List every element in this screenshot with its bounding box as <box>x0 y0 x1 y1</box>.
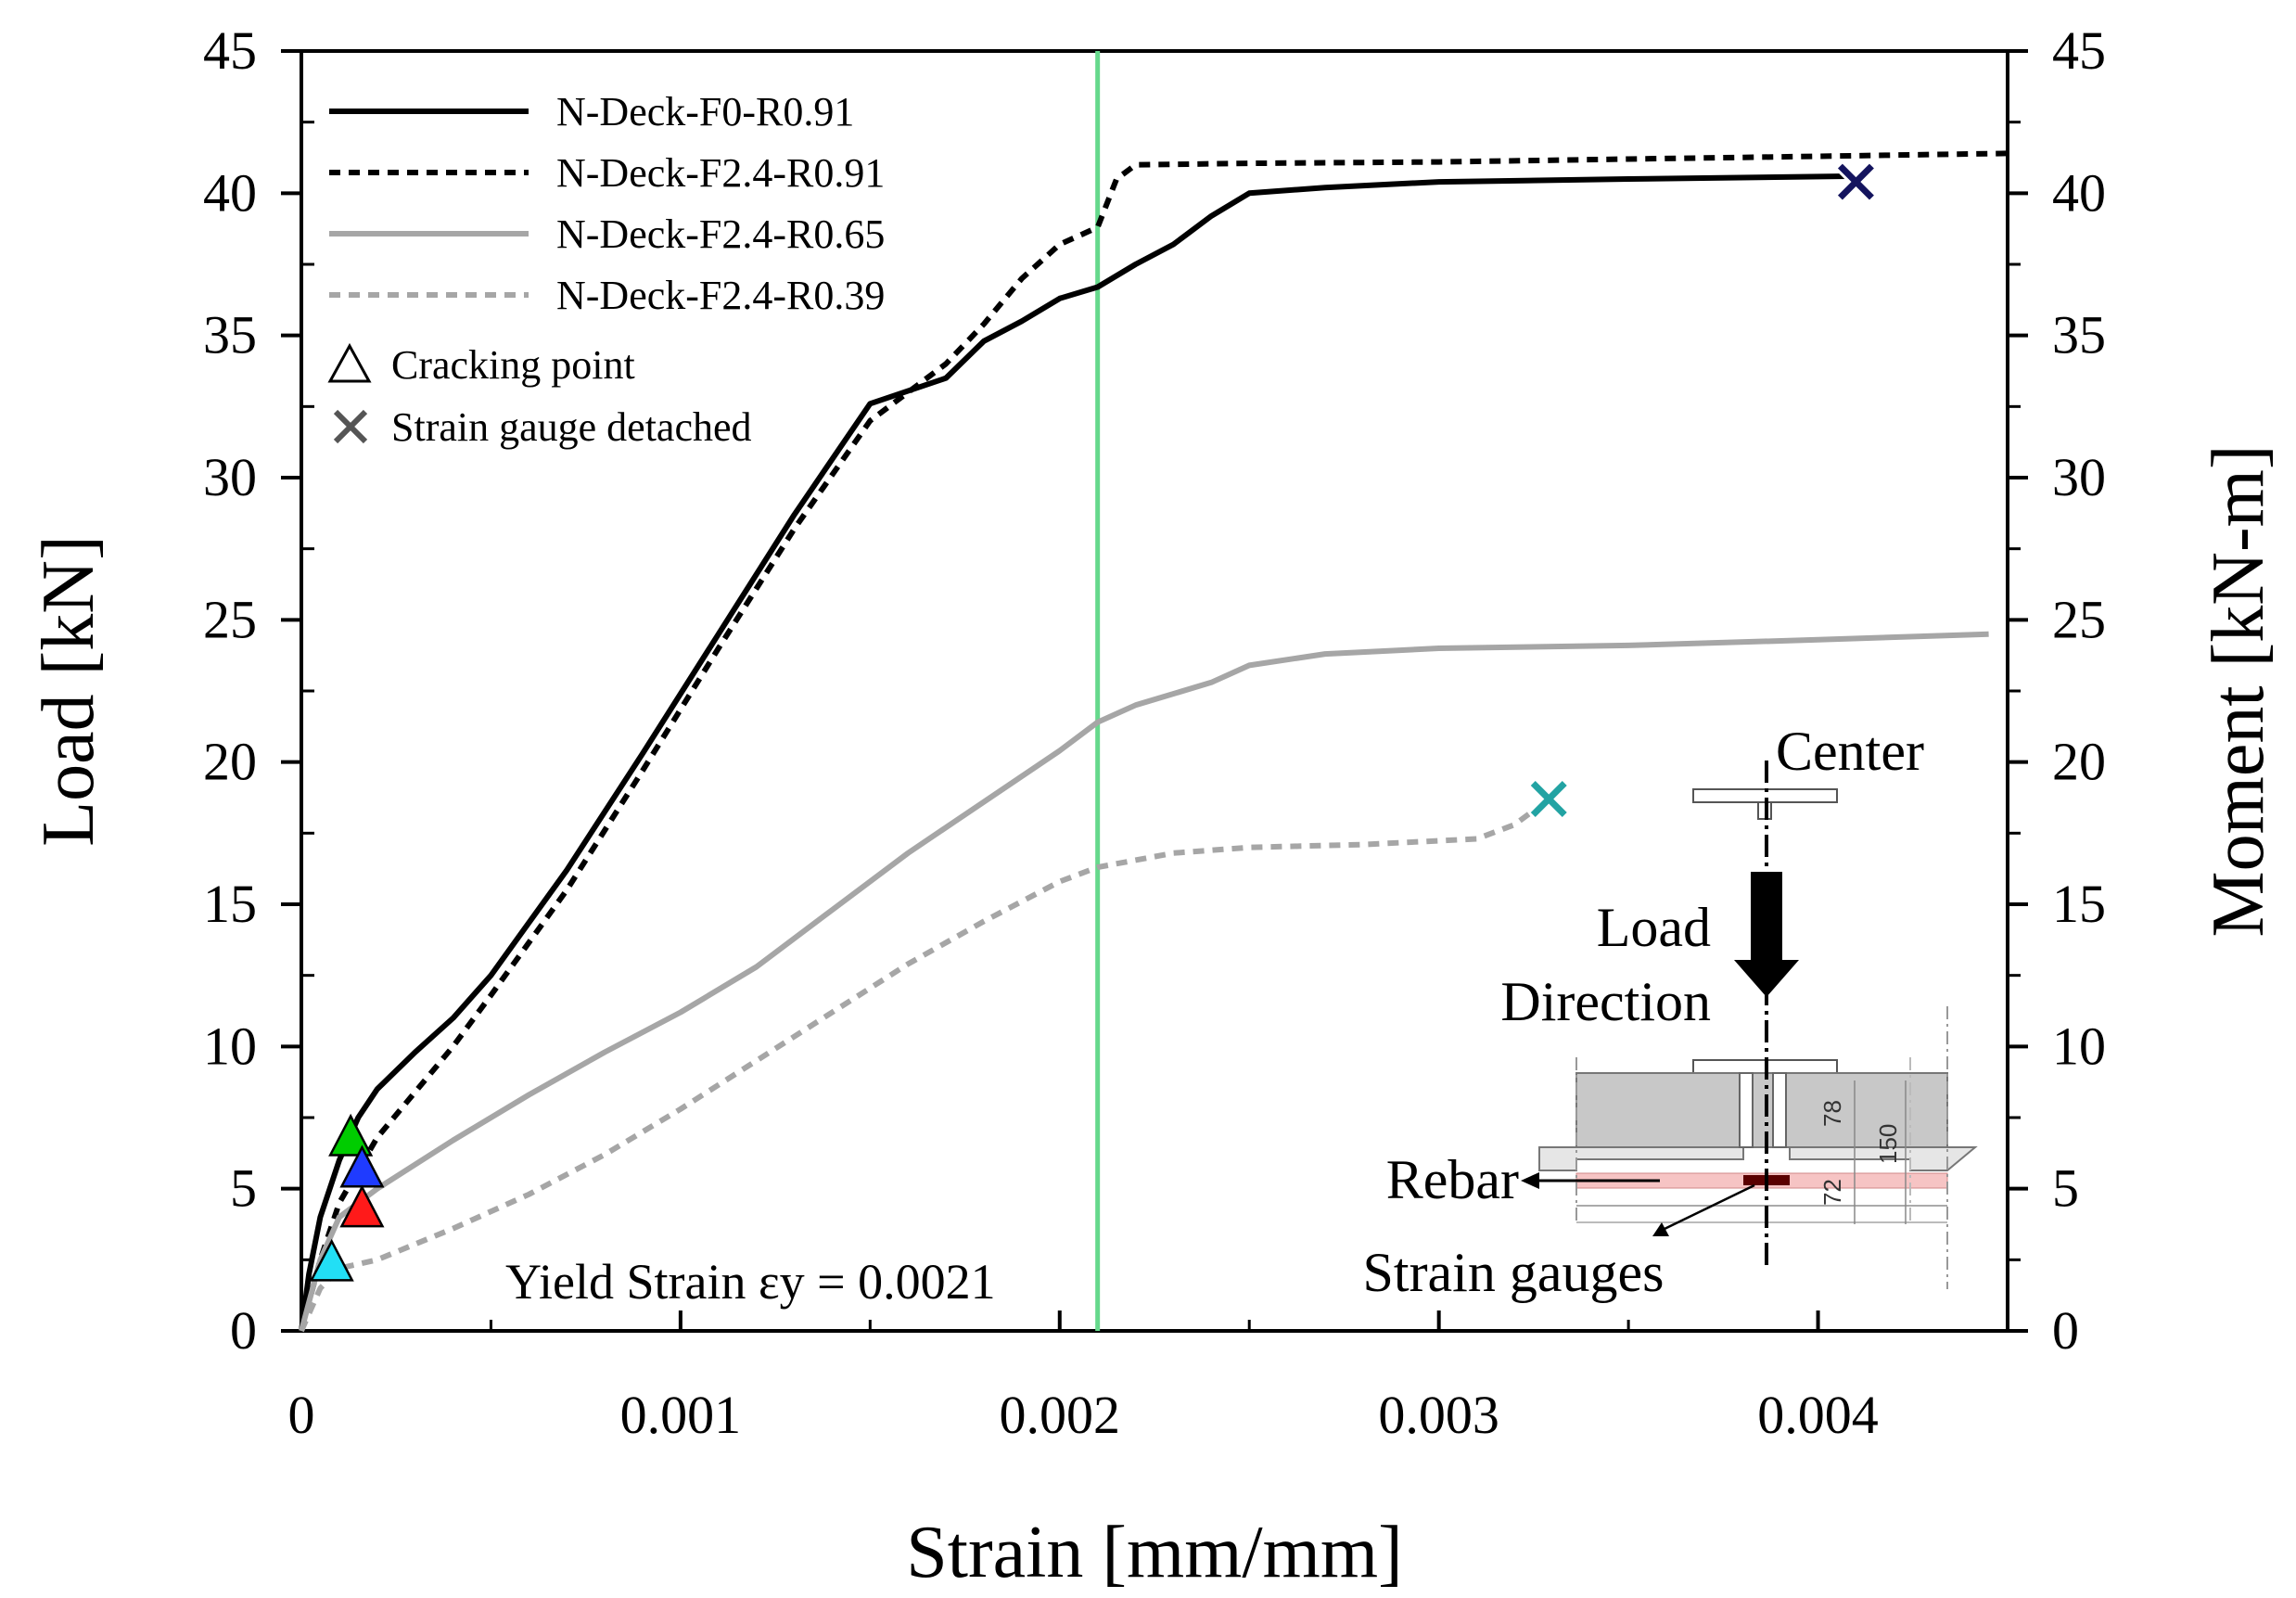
series-n-deck-f2-4-r0-91 <box>299 150 2009 1332</box>
x-tick-label: 0.002 <box>1000 1385 1121 1445</box>
cracking-point-marker <box>309 1238 354 1282</box>
load-arrow-head <box>1734 960 1799 997</box>
y-axis-title: Load [kN] <box>28 535 109 846</box>
dim-150: 150 <box>1874 1124 1902 1164</box>
legend-label-n-deck-f0-r0-91: N-Deck-F0-R0.91 <box>556 89 854 134</box>
cracking-point-marker <box>328 1113 374 1157</box>
y-tick-label: 0 <box>230 1300 257 1361</box>
legend-triangle-icon <box>327 342 372 383</box>
y2-tick-label: 40 <box>2052 162 2106 223</box>
yield-strain-annotation: Yield Strain εy = 0.0021 <box>505 1254 996 1310</box>
legend: N-Deck-F0-R0.91 N-Deck-F2.4-R0.91 N-Deck-F… <box>327 89 885 450</box>
strain-gauge-pointer-head <box>1652 1222 1669 1236</box>
x-axis-title: Strain [mm/mm] <box>906 1512 1403 1593</box>
y2-tick-label: 25 <box>2052 589 2106 649</box>
inset-direction-label: Direction <box>1500 971 1711 1032</box>
inset-rebar-label: Rebar <box>1386 1149 1519 1210</box>
legend-x-icon <box>333 409 368 444</box>
x-tick-label: 0 <box>288 1385 315 1445</box>
series-n-deck-f2-4-r0-39 <box>299 799 1547 1333</box>
markers-group <box>309 161 1877 1282</box>
y2-tick-label: 10 <box>2052 1016 2106 1076</box>
cracking-point-marker <box>339 1184 385 1228</box>
y-tick-label: 5 <box>230 1158 257 1219</box>
strain-gauge-pointer <box>1664 1183 1755 1231</box>
y-tick-label: 20 <box>203 732 257 792</box>
legend-label-n-deck-f2-4-r0-65: N-Deck-F2.4-R0.65 <box>556 211 885 257</box>
inset-load-label: Load <box>1597 897 1711 958</box>
y-tick-label: 15 <box>203 874 257 934</box>
y2-tick-label: 5 <box>2052 1158 2079 1219</box>
y-tick-label: 45 <box>203 20 257 81</box>
x-tick-label: 0.001 <box>620 1385 742 1445</box>
series-n-deck-f0-r0-91 <box>299 173 1856 1332</box>
inset-web-right <box>1772 1072 1787 1148</box>
dim-72: 72 <box>1818 1179 1846 1206</box>
series-group <box>299 150 2009 1333</box>
y-tick-label: 30 <box>203 447 257 507</box>
series-n-deck-f2-4-r0-65 <box>299 631 1989 1332</box>
rebar-pointer-head <box>1521 1172 1539 1189</box>
y2-tick-label: 0 <box>2052 1300 2079 1361</box>
legend-label-strain-gauge-detached: Strain gauge detached <box>391 404 752 450</box>
inset-strain-gauges-label: Strain gauges <box>1363 1242 1665 1303</box>
y2-tick-label: 45 <box>2052 20 2106 81</box>
legend-label-n-deck-f2-4-r0-39: N-Deck-F2.4-R0.39 <box>556 273 885 318</box>
y2-tick-label: 20 <box>2052 732 2106 792</box>
legend-label-cracking-point: Cracking point <box>391 342 635 388</box>
y2-tick-label: 35 <box>2052 305 2106 365</box>
x-tick-label: 0.003 <box>1378 1385 1499 1445</box>
y-tick-label: 35 <box>203 305 257 365</box>
y2-tick-label: 15 <box>2052 874 2106 934</box>
y2-axis-title: Moment [kN-m] <box>2198 444 2279 937</box>
inset-deck-left <box>1538 1146 1744 1171</box>
y-tick-label: 25 <box>203 589 257 649</box>
y2-tick-label: 30 <box>2052 447 2106 507</box>
strain-gauge-detached-marker <box>1530 781 1567 818</box>
y-tick-label: 10 <box>203 1016 257 1076</box>
y-tick-label: 40 <box>203 162 257 223</box>
inset-web <box>1739 1072 1754 1148</box>
x-tick-label: 0.004 <box>1757 1385 1879 1445</box>
strain-gauge-detached-marker <box>1837 163 1874 200</box>
legend-label-n-deck-f2-4-r0-91: N-Deck-F2.4-R0.91 <box>556 150 885 196</box>
dim-78: 78 <box>1818 1100 1846 1127</box>
inset-diagram: 78 150 72 Center Load Direction Rebar St… <box>1363 721 1978 1303</box>
inset-center-label: Center <box>1776 721 1924 782</box>
